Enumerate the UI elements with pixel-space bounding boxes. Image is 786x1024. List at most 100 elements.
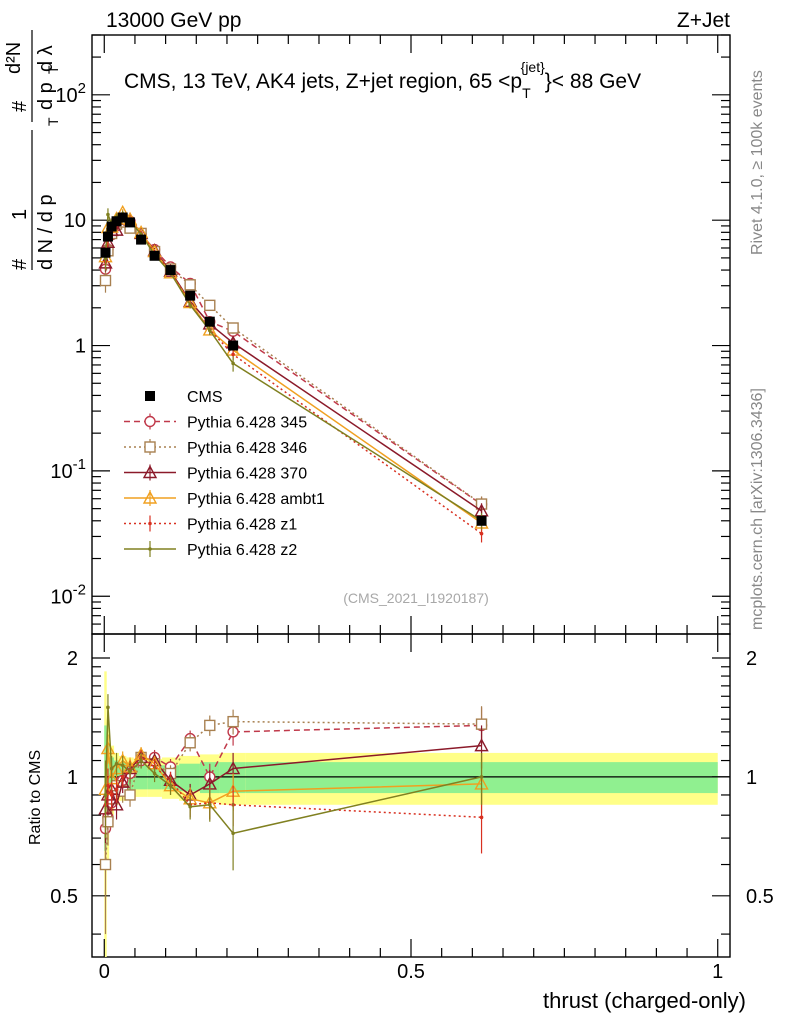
marker-dot: [207, 802, 212, 807]
legend-label: Pythia 6.428 ambt1: [187, 491, 325, 508]
chart-title-main: CMS, 13 TeV, AK4 jets, Z+jet region, 65 …: [124, 70, 522, 93]
marker-circle: [144, 415, 156, 428]
cms-data-point: [185, 290, 196, 301]
cms-data-point: [136, 234, 147, 245]
cms-data-point: [100, 247, 111, 258]
marker-square: [184, 737, 196, 749]
main-y-tick-label: 1: [75, 336, 86, 358]
legend-marker-cms: [145, 391, 155, 401]
ylabel-dpt: d p: [35, 82, 57, 110]
marker-dot: [120, 775, 125, 779]
mcplots-label: mcplots.cern.ch [arXiv:1306.3436]: [749, 388, 766, 630]
cms-data-point: [117, 212, 128, 223]
marker-triangle: [109, 797, 124, 811]
main-axis-ticks: 10-2 10-1 1 10 102: [50, 34, 730, 635]
ratio-y-tick-label: 1: [67, 767, 78, 789]
marker-dot: [106, 705, 110, 710]
marker-square: [124, 789, 136, 801]
marker-dot: [479, 775, 484, 779]
legend: CMS Pythia 6.428 345 Pythia 6.428 346 Pythi…: [124, 389, 325, 559]
main-y-tick-label: 10-2: [50, 581, 86, 608]
ylabel-t2: T: [45, 65, 61, 74]
ylabel-hash1: #: [9, 258, 31, 270]
marker-triangle: [100, 234, 116, 249]
legend-label: Pythia 6.428 z1: [187, 517, 297, 534]
cms-data-point: [106, 221, 117, 232]
watermark: (CMS_2021_I1920187): [343, 590, 489, 606]
rivet-label: Rivet 4.1.0, ≥ 100k events: [749, 70, 766, 255]
marker-dot: [106, 212, 110, 217]
ratio-y-tick-label: 2: [67, 648, 78, 670]
marker-square: [227, 322, 239, 334]
marker-dot: [207, 328, 212, 333]
ylabel-dn: d N / d p: [35, 194, 57, 270]
marker-dot: [231, 352, 235, 357]
marker-square: [184, 279, 196, 291]
x-axis-label: thrust (charged-only): [543, 988, 746, 1013]
ylabel-d2n: d²N: [3, 42, 25, 74]
marker-square: [99, 858, 112, 871]
chart-title: CMS, 13 TeV, AK4 jets, Z+jet region, 65 …: [124, 59, 641, 101]
ratio-y-tick-label-right: 1: [746, 767, 757, 789]
cms-data-point: [165, 265, 176, 276]
main-y-tick-label: 10-1: [50, 456, 86, 483]
marker-dot: [168, 783, 173, 788]
ratio-series-5: [103, 694, 484, 871]
cms-data-point: [204, 316, 215, 327]
marker-dot: [231, 831, 235, 836]
marker-square: [144, 441, 156, 453]
marker-dot: [188, 303, 192, 307]
ratio-y-tick-label-right: 0.5: [746, 886, 774, 908]
main-y-tick-label: 10: [64, 210, 86, 232]
main-y-label: # 1 d N / d p T # d²N d p T d λ: [3, 30, 61, 270]
marker-dot: [106, 783, 110, 788]
legend-label: Pythia 6.428 z2: [187, 542, 297, 559]
marker-dot: [128, 770, 132, 774]
legend-label: Pythia 6.428 345: [187, 415, 307, 432]
marker-square: [204, 299, 216, 312]
marker-square: [99, 274, 112, 287]
marker-dot: [479, 531, 484, 536]
legend-label-cms: CMS: [187, 389, 223, 406]
marker-dot: [152, 771, 157, 776]
marker-square: [204, 719, 216, 732]
ylabel-hash2: #: [9, 100, 31, 112]
cms-data-point: [102, 231, 113, 242]
main-series-line: [104, 221, 482, 505]
ylabel-t: T: [45, 117, 61, 126]
cms-data-point: [228, 340, 239, 351]
x-axis-ticks: 0 0.5 1: [99, 35, 723, 983]
cms-data-point: [125, 217, 136, 228]
x-tick-label: 0: [99, 961, 110, 983]
main-y-tick-label: 102: [55, 80, 86, 107]
ratio-uncertainty-bands: [104, 671, 718, 957]
marker-triangle: [474, 738, 489, 752]
cms-data-point: [476, 515, 487, 526]
marker-dot: [479, 815, 484, 820]
ratio-series-group: [98, 694, 489, 935]
marker-triangle: [142, 465, 158, 479]
marker-dot: [109, 766, 114, 771]
marker-dot: [103, 793, 108, 797]
marker-dot: [120, 763, 125, 768]
ratio-y-tick-label-right: 2: [746, 648, 757, 670]
header-right: Z+Jet: [677, 9, 730, 32]
chart-title-sub: T: [522, 85, 531, 101]
marker-square: [102, 816, 114, 828]
marker-dot: [148, 521, 152, 526]
cms-data-point: [149, 250, 160, 261]
ylabel-dlambda: d λ: [35, 45, 57, 72]
cms-data-point: [111, 216, 122, 227]
x-tick-label: 0.5: [397, 961, 425, 983]
x-tick-label: 1: [712, 961, 723, 983]
marker-dot: [148, 547, 152, 551]
band-inner: [219, 762, 246, 794]
ratio-axis-ticks: 0.5 0.5 1 1 2 2: [50, 648, 774, 935]
legend-label: Pythia 6.428 346: [187, 440, 307, 457]
chart-title-sup: {jet}: [521, 59, 545, 75]
main-series-line: [104, 216, 482, 535]
marker-dot: [231, 361, 235, 366]
marker-dot: [139, 758, 143, 763]
cms-data-points: [100, 212, 487, 526]
